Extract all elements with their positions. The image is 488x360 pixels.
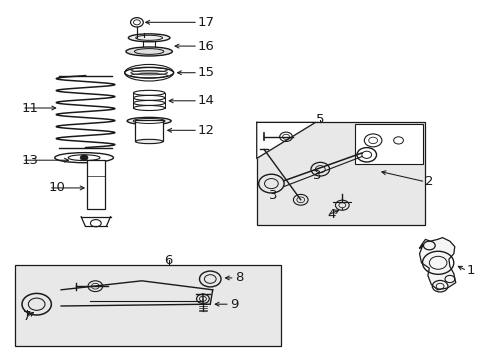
Text: 13: 13 — [22, 154, 39, 167]
Text: 14: 14 — [198, 94, 215, 107]
Text: 6: 6 — [164, 254, 173, 267]
Text: 3: 3 — [312, 169, 321, 182]
Ellipse shape — [128, 34, 170, 42]
Text: 12: 12 — [198, 124, 215, 137]
Text: 5: 5 — [315, 113, 324, 126]
Text: 8: 8 — [234, 271, 243, 284]
Text: 11: 11 — [22, 102, 39, 114]
Polygon shape — [419, 238, 455, 290]
Ellipse shape — [135, 139, 163, 144]
Circle shape — [80, 155, 88, 161]
Polygon shape — [256, 122, 315, 158]
Text: 4: 4 — [327, 208, 335, 221]
Bar — [87, 160, 104, 209]
Ellipse shape — [127, 117, 171, 125]
Text: 9: 9 — [229, 298, 238, 311]
Text: 17: 17 — [198, 16, 215, 29]
Bar — [15, 265, 281, 346]
Text: 3: 3 — [268, 189, 277, 202]
Bar — [256, 122, 425, 225]
Bar — [354, 124, 422, 164]
Text: 10: 10 — [49, 181, 66, 194]
Text: 7: 7 — [22, 310, 31, 323]
Ellipse shape — [126, 47, 172, 56]
Text: 1: 1 — [466, 264, 474, 277]
Bar — [135, 120, 163, 141]
Text: 2: 2 — [425, 175, 433, 188]
Text: 16: 16 — [198, 40, 215, 53]
Text: 15: 15 — [198, 66, 215, 79]
